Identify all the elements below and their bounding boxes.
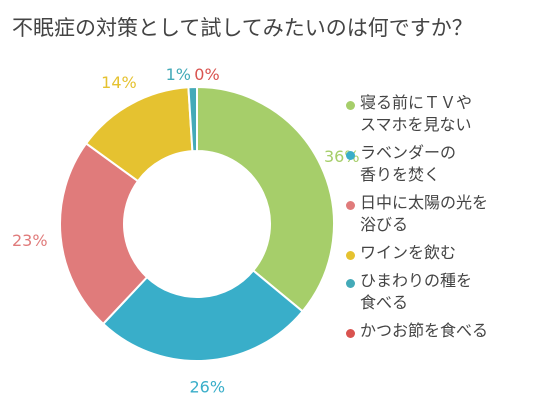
legend-label: ワインを飲む [360,243,457,262]
legend-swatch [346,101,355,110]
slice-2 [59,142,149,326]
legend-item-0: 寝る前にＴＶや スマホを見ない [346,92,536,136]
legend-label: ひまわりの種を 食べる [360,271,473,312]
legend-swatch [346,279,355,288]
legend-item-4: ひまわりの種を 食べる [346,270,536,314]
legend-label: 寝る前にＴＶや スマホを見ない [360,93,473,134]
legend-item-1: ラベンダーの 香りを焚く [346,142,536,186]
legend-label: かつお節を食べる [360,321,489,340]
slice-label-3: 14% [101,73,137,92]
slice-label-5: 0% [194,65,219,84]
slice-label-2: 23% [12,231,48,250]
slice-label-4: 1% [166,65,191,84]
legend-item-5: かつお節を食べる [346,320,536,342]
legend-swatch [346,251,355,260]
slice-0 [196,85,335,313]
slice-1 [101,269,304,362]
legend-item-2: 日中に太陽の光を 浴びる [346,192,536,236]
legend-swatch [346,201,355,210]
chart-legend: 寝る前にＴＶや スマホを見ない ラベンダーの 香りを焚く 日中に太陽の光を 浴びるワ… [346,92,536,348]
legend-swatch [346,151,355,160]
chart-title: 不眠症の対策として試してみたいのは何ですか？ [12,16,473,40]
legend-swatch [346,329,355,338]
legend-item-3: ワインを飲む [346,242,536,264]
slice-label-1: 26% [189,378,225,397]
slice-4 [187,85,198,153]
legend-label: 日中に太陽の光を 浴びる [360,193,489,234]
legend-label: ラベンダーの 香りを焚く [360,143,457,184]
